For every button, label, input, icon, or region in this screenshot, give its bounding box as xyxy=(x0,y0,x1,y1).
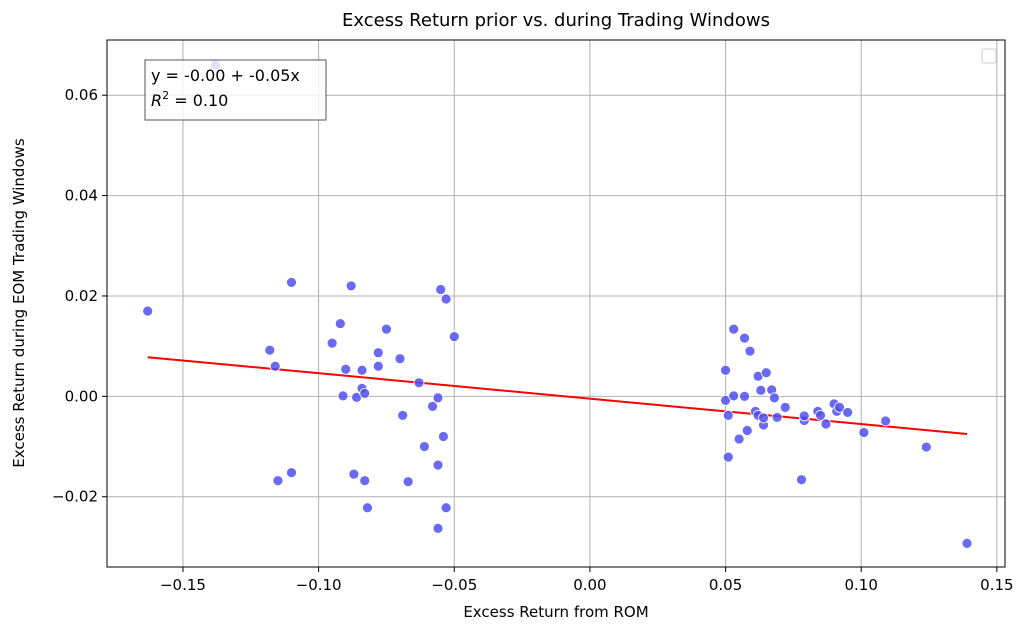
scatter-point xyxy=(768,392,780,404)
scatter-point xyxy=(758,412,769,424)
y-tick-label: 0.04 xyxy=(65,187,98,205)
x-tick-label: 0.00 xyxy=(573,576,606,594)
x-axis-label: Excess Return from ROM xyxy=(463,603,648,621)
scatter-point xyxy=(381,323,392,335)
scatter-point xyxy=(440,502,452,514)
data-points xyxy=(142,59,973,549)
legend-box xyxy=(981,48,997,64)
scatter-point xyxy=(733,433,745,445)
scatter-point xyxy=(728,390,740,402)
scatter-point xyxy=(722,451,734,463)
scatter-point xyxy=(394,353,406,365)
scatter-point xyxy=(348,468,360,480)
plot-area-frame xyxy=(106,39,1006,568)
scatter-point xyxy=(842,407,854,418)
y-tick-label: 0.02 xyxy=(65,287,98,305)
scatter-point xyxy=(798,410,810,422)
axis-ticks: −0.15 −0.10 −0.05 0.00 0.05 0.10 0.15 −0.02 0.00… xyxy=(52,86,1014,594)
x-tick-label: −0.10 xyxy=(296,576,342,594)
scatter-point xyxy=(326,337,338,349)
x-tick-label: 0.15 xyxy=(980,576,1013,594)
scatter-point xyxy=(286,467,297,479)
scatter-point xyxy=(402,476,414,488)
scatter-point xyxy=(264,344,276,356)
scatter-point xyxy=(720,394,731,406)
scatter-point xyxy=(372,347,384,359)
regression-equation: y = -0.00 + -0.05x xyxy=(151,66,300,85)
x-tick-label: 0.05 xyxy=(709,576,742,594)
scatter-point xyxy=(744,345,756,357)
scatter-point xyxy=(739,332,750,344)
scatter-point xyxy=(834,401,845,413)
scatter-point xyxy=(728,323,740,335)
scatter-point xyxy=(920,441,932,453)
scatter-point xyxy=(820,418,832,430)
y-axis-label: Excess Return during EOM Trading Windows xyxy=(10,138,28,468)
x-tick-label: 0.10 xyxy=(845,576,878,594)
scatter-point xyxy=(413,377,425,389)
scatter-point xyxy=(372,360,384,372)
scatter-point xyxy=(771,412,783,423)
scatter-point xyxy=(432,392,444,404)
y-tick-label: 0.06 xyxy=(65,86,98,104)
x-tick-label: −0.15 xyxy=(160,576,206,594)
scatter-point xyxy=(448,331,460,343)
scatter-point xyxy=(755,384,767,396)
scatter-point xyxy=(779,401,791,413)
scatter-point xyxy=(334,318,346,329)
scatter-point xyxy=(435,284,447,295)
scatter-point xyxy=(858,427,870,438)
scatter-point xyxy=(359,387,371,399)
scatter-point xyxy=(286,277,297,288)
scatter-point xyxy=(397,410,409,421)
scatter-point xyxy=(427,400,438,412)
scatter-point xyxy=(359,475,371,487)
scatter-point xyxy=(345,280,357,292)
scatter-point xyxy=(362,502,373,514)
scatter-point xyxy=(419,441,430,452)
scatter-point xyxy=(432,522,444,534)
scatter-point xyxy=(440,293,452,305)
scatter-point xyxy=(142,305,154,317)
scatter-point xyxy=(269,360,281,372)
chart-title: Excess Return prior vs. during Trading W… xyxy=(342,10,770,31)
scatter-point xyxy=(760,367,772,379)
scatter-point xyxy=(815,410,826,421)
y-tick-label: −0.02 xyxy=(52,488,98,506)
r-squared-label: R2 = 0.10 xyxy=(151,89,228,110)
regression-annotation-box: y = -0.00 + -0.05x R2 = 0.10 xyxy=(144,59,327,121)
scatter-point xyxy=(720,364,731,376)
scatter-point xyxy=(722,410,734,421)
y-tick-label: 0.00 xyxy=(65,387,98,405)
scatter-point xyxy=(438,431,449,442)
scatter-point xyxy=(340,363,352,375)
scatter-point xyxy=(356,364,368,376)
scatter-point xyxy=(880,415,892,427)
scatter-point xyxy=(741,425,753,436)
scatter-point xyxy=(337,390,349,402)
scatter-point xyxy=(796,474,807,486)
scatter-point xyxy=(739,390,750,402)
scatter-point xyxy=(432,459,444,471)
scatter-point xyxy=(961,538,973,549)
scatter-point xyxy=(272,475,284,487)
x-tick-label: −0.05 xyxy=(431,576,477,594)
